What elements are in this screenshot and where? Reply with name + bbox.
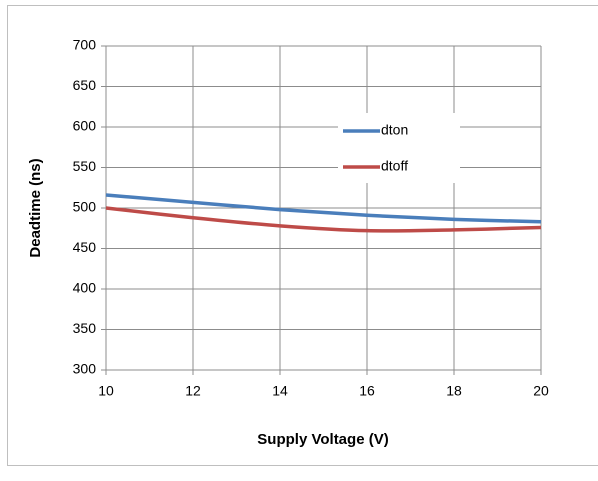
y-tick-label: 400 [73,280,97,296]
legend-label: dton [381,122,408,138]
x-tick-label: 12 [185,383,201,399]
line-series [105,193,542,224]
line-series [105,206,542,233]
legend-box [338,113,460,183]
x-tick-label: 18 [446,383,462,399]
y-tick-label: 700 [73,37,97,53]
x-tick-label: 20 [533,383,549,399]
legend-label: dtoff [381,158,408,174]
y-tick-label: 650 [73,77,97,93]
x-tick-label: 16 [359,383,375,399]
y-tick-label: 300 [73,361,97,377]
chart-frame [7,5,598,466]
x-tick-label: 14 [272,383,288,399]
y-tick-label: 600 [73,118,97,134]
y-tick-label: 350 [73,320,97,336]
x-axis-label: Supply Voltage (V) [257,431,388,448]
y-axis-label: Deadtime (ns) [27,158,44,257]
y-tick-label: 450 [73,239,97,255]
y-tick-label: 500 [73,199,97,215]
x-tick-label: 10 [98,383,114,399]
y-tick-label: 550 [73,158,97,174]
